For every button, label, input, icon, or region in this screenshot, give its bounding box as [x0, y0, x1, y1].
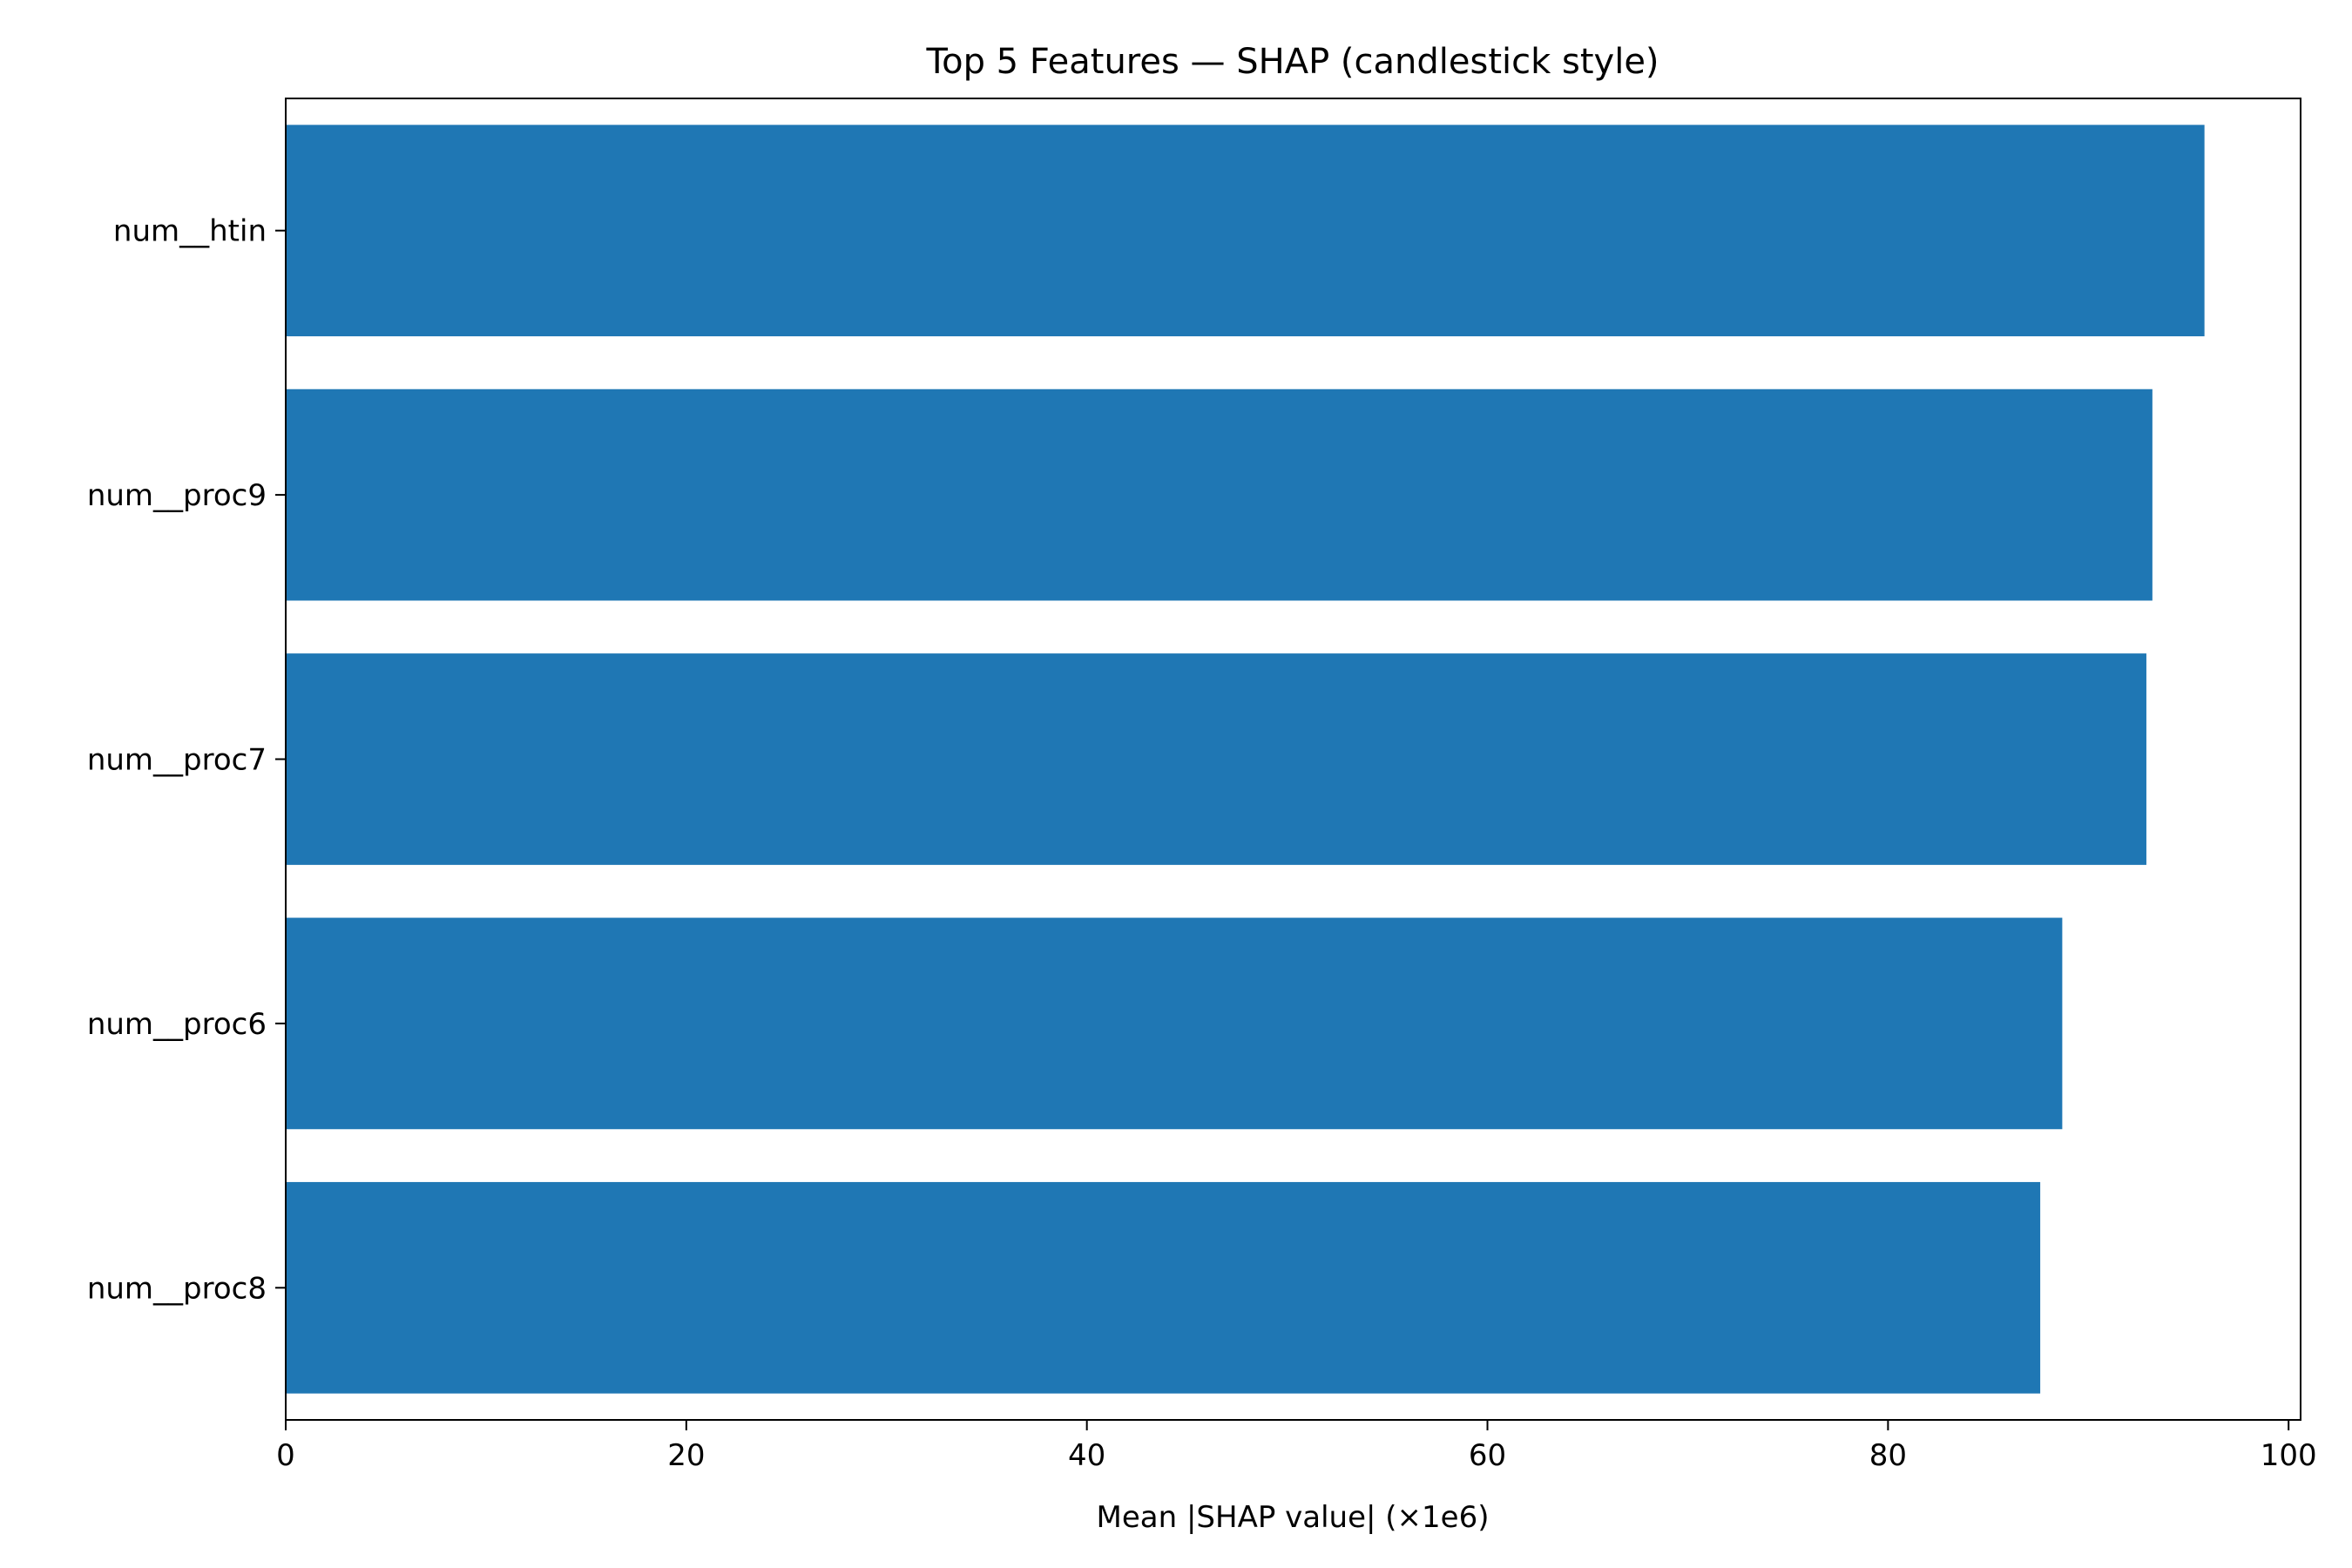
- x-tick-label: 80: [1869, 1438, 1907, 1473]
- x-tick-label: 20: [667, 1438, 705, 1473]
- x-tick-label: 40: [1068, 1438, 1105, 1473]
- y-tick-label: num__proc7: [87, 743, 267, 778]
- bar-num__htin: [286, 125, 2205, 337]
- y-tick-label: num__htin: [113, 214, 267, 249]
- bar-num__proc9: [286, 389, 2153, 601]
- bar-num__proc8: [286, 1181, 2041, 1394]
- x-axis-label: Mean |SHAP value| (×1e6): [1097, 1500, 1490, 1535]
- bar-num__proc6: [286, 917, 2063, 1130]
- x-tick-label: 100: [2261, 1438, 2317, 1473]
- y-tick-label: num__proc6: [87, 1007, 267, 1042]
- x-tick-label: 60: [1469, 1438, 1506, 1473]
- y-tick-label: num__proc9: [87, 478, 267, 513]
- chart-title: Top 5 Features — SHAP (candlestick style…: [925, 42, 1659, 82]
- x-tick-label: 0: [276, 1438, 295, 1473]
- y-tick-label: num__proc8: [87, 1271, 267, 1306]
- bar-num__proc7: [286, 653, 2146, 865]
- plot-frame: [285, 98, 2301, 1421]
